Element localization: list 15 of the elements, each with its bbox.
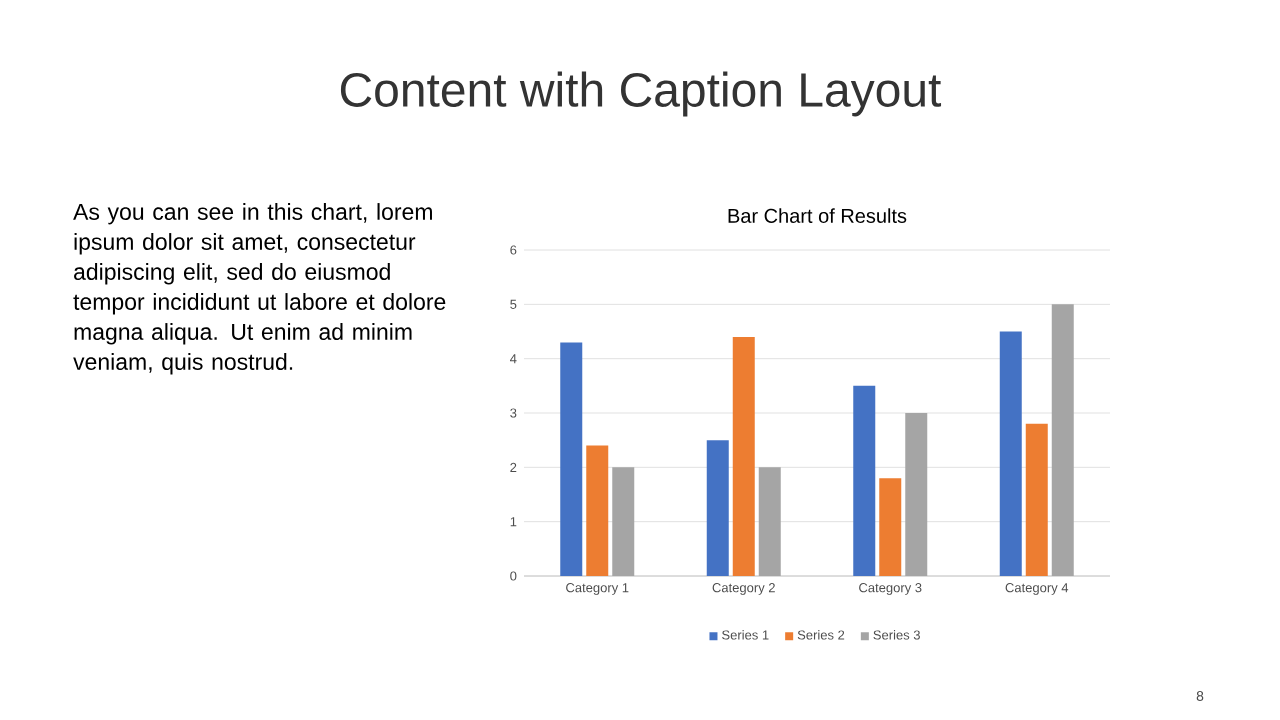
bar [853, 385, 876, 576]
bar [560, 342, 583, 576]
bar [586, 445, 609, 576]
text: As you can see in this chart, lorem ipsum dolor sit amet, consectetur adipiscing elit, sed do eiusmod tempor incididunt ut labore et dolore magna aliqua. Ut enim ad minim veniam, quis nostrud. [73, 203, 446, 375]
bar [905, 413, 928, 576]
bar [1051, 304, 1074, 576]
text: Content with Caption Layout [340, 71, 942, 117]
bar [1025, 423, 1048, 576]
bar [758, 467, 781, 576]
bar [612, 467, 635, 576]
bar [706, 440, 729, 576]
bar [999, 331, 1022, 576]
chart-title: Bar Chart of Results [728, 208, 907, 223]
bar [732, 336, 755, 576]
bar [879, 478, 902, 576]
